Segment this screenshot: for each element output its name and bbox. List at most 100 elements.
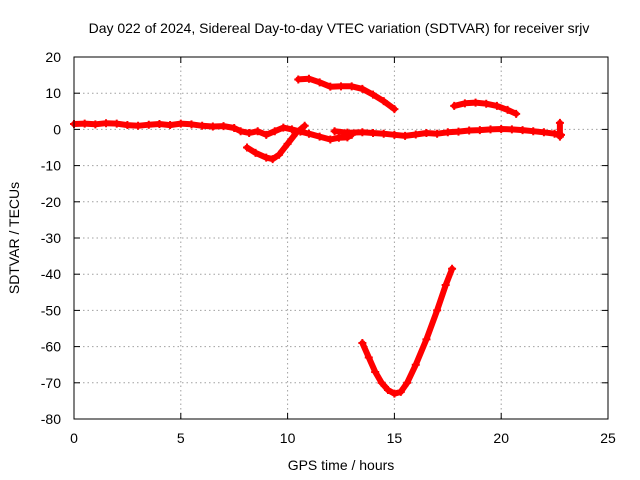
y-axis-label: SDTVAR / TECUs <box>6 182 22 294</box>
data-point <box>358 128 367 137</box>
data-point <box>390 389 399 398</box>
data-point <box>448 264 457 273</box>
y-tick-label: -50 <box>41 302 61 318</box>
data-point <box>497 125 506 134</box>
data-point <box>253 127 262 136</box>
data-point <box>251 148 260 157</box>
y-tick-label: 20 <box>45 49 61 65</box>
data-point <box>343 128 352 137</box>
y-tick-label: -40 <box>41 266 61 282</box>
data-point <box>401 131 410 140</box>
data-point <box>529 127 538 136</box>
plot-frame <box>73 56 609 420</box>
data-point <box>411 360 420 369</box>
data-point <box>144 120 153 129</box>
data-point <box>422 335 431 344</box>
data-point <box>337 82 345 91</box>
data-point <box>330 127 339 136</box>
y-tick-label: 0 <box>53 121 61 137</box>
data-point <box>503 105 512 114</box>
data-point <box>208 122 217 131</box>
y-tick-label: -80 <box>41 411 61 427</box>
data-point <box>433 306 442 315</box>
data-point <box>326 135 335 144</box>
series-after-noon-trace <box>331 126 564 139</box>
data-point <box>358 84 367 93</box>
data-point <box>460 99 469 108</box>
data-point <box>379 129 388 138</box>
data-point <box>134 121 143 130</box>
series-layer <box>70 74 566 398</box>
chart-title: Day 022 of 2024, Sidereal Day-to-day VTE… <box>89 20 590 36</box>
data-point <box>275 150 284 159</box>
data-point <box>396 387 405 396</box>
data-point <box>166 121 175 130</box>
y-tick-label: 10 <box>45 85 61 101</box>
data-point <box>486 125 495 134</box>
y-tick-label: -60 <box>41 339 61 355</box>
data-point <box>176 119 185 128</box>
data-point <box>454 127 463 136</box>
data-point <box>475 126 484 135</box>
data-point <box>482 99 491 108</box>
series-upper-arc <box>295 75 398 113</box>
y-tick-label: -20 <box>41 194 61 210</box>
data-point <box>390 130 399 139</box>
data-point <box>268 155 277 164</box>
data-point <box>441 281 450 290</box>
data-point <box>507 125 516 134</box>
data-point <box>383 386 392 395</box>
data-point <box>112 119 121 128</box>
data-point <box>243 143 252 152</box>
data-point <box>270 127 279 136</box>
y-tick-label: -70 <box>41 375 61 391</box>
data-point <box>379 97 388 106</box>
data-point <box>123 121 132 130</box>
data-point <box>411 130 420 139</box>
data-point <box>287 125 296 134</box>
data-point <box>347 82 356 91</box>
data-point <box>443 128 452 137</box>
data-point <box>465 126 474 135</box>
data-point <box>512 109 521 118</box>
x-tick-label: 0 <box>70 430 78 446</box>
data-point <box>230 123 239 132</box>
data-point <box>245 129 254 138</box>
data-point <box>102 119 111 128</box>
x-tick-label: 5 <box>177 430 185 446</box>
data-point <box>555 118 564 127</box>
data-point <box>315 78 324 87</box>
x-tick-label: 15 <box>387 430 403 446</box>
data-point <box>369 90 378 99</box>
data-point <box>91 120 100 129</box>
data-point <box>219 122 228 131</box>
data-point <box>262 130 271 139</box>
data-point <box>555 132 564 141</box>
data-point <box>304 129 313 138</box>
data-point <box>334 133 343 142</box>
data-point <box>294 75 303 84</box>
x-tick-label: 25 <box>600 430 616 446</box>
data-point <box>315 132 324 141</box>
data-point <box>390 105 399 114</box>
x-tick-label: 10 <box>280 430 296 446</box>
y-tick-label: -30 <box>41 230 61 246</box>
data-point <box>80 119 89 128</box>
data-point <box>326 82 335 91</box>
data-point <box>358 338 367 347</box>
grid <box>74 57 608 419</box>
data-point <box>377 378 386 387</box>
y-tick-label: -10 <box>41 158 61 174</box>
data-point <box>369 129 378 138</box>
data-point <box>471 98 480 107</box>
data-point <box>198 121 207 130</box>
data-point <box>300 121 309 130</box>
x-tick-label: 20 <box>493 430 509 446</box>
tick-layer: 0 5 10 15 20 25 20 10 0 -10 -20 -30 -40 -50 -60 -70 -80 <box>41 49 616 446</box>
data-point <box>187 120 196 129</box>
data-point <box>450 101 459 110</box>
data-point <box>371 367 380 376</box>
data-point <box>433 129 442 138</box>
data-point <box>304 74 313 83</box>
